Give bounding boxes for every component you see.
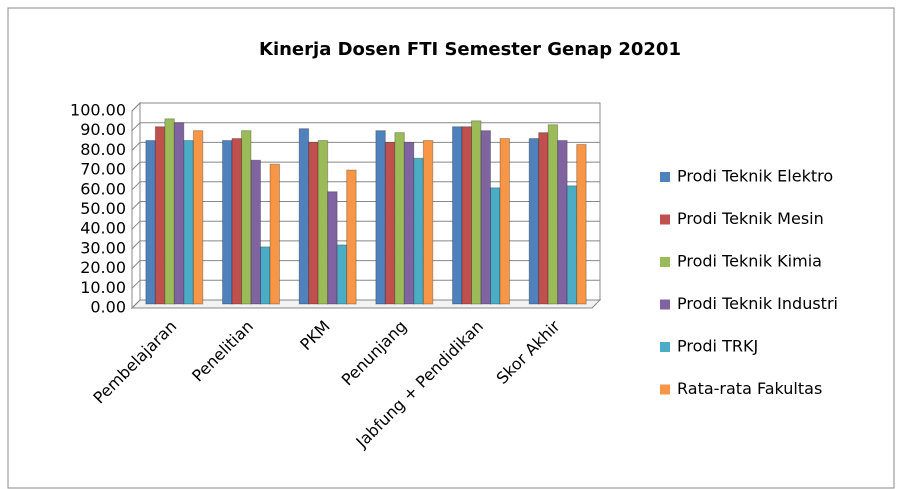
grid-line-side xyxy=(131,240,141,250)
legend-swatch xyxy=(660,342,670,352)
legend-label: Prodi Teknik Mesin xyxy=(677,209,824,228)
legend-label: Prodi TRKJ xyxy=(677,337,758,356)
bar xyxy=(164,118,175,305)
y-tick-label: 50.00 xyxy=(80,199,126,218)
bar xyxy=(403,141,415,305)
grid-line-side xyxy=(131,279,141,289)
y-tick-label: 20.00 xyxy=(80,258,126,277)
bar xyxy=(145,139,156,305)
bar xyxy=(222,139,233,305)
bar xyxy=(327,191,338,305)
bar xyxy=(471,120,482,305)
bar xyxy=(298,128,310,305)
bar xyxy=(250,159,261,305)
legend-label: Rata-rata Fakultas xyxy=(677,379,822,398)
legend-label: Prodi Teknik Industri xyxy=(677,294,838,313)
bar xyxy=(480,130,491,305)
bar xyxy=(413,157,424,305)
y-tick-label: 30.00 xyxy=(80,238,126,257)
legend-swatch xyxy=(660,172,670,182)
bar xyxy=(547,124,559,305)
y-tick-label: 80.00 xyxy=(80,140,126,159)
legend-swatch xyxy=(660,299,670,310)
grid-line-side xyxy=(131,102,141,112)
y-tick-label: 60.00 xyxy=(80,179,126,198)
bar xyxy=(346,169,357,305)
chart-title: Kinerja Dosen FTI Semester Genap 20201 xyxy=(259,39,681,60)
y-tick-label: 100.00 xyxy=(70,101,126,120)
bar xyxy=(173,122,185,305)
bar xyxy=(192,130,204,305)
y-tick-label: 40.00 xyxy=(80,219,126,238)
bar xyxy=(231,138,242,305)
bar xyxy=(538,132,549,305)
y-tick-label: 0.00 xyxy=(90,298,126,317)
bar xyxy=(308,141,319,305)
grid-line-side xyxy=(131,142,141,151)
bar xyxy=(260,246,271,305)
grid-line-side xyxy=(131,299,141,309)
y-tick-label: 90.00 xyxy=(80,120,126,139)
grid-line-side xyxy=(131,260,141,269)
bar xyxy=(461,126,472,305)
bar xyxy=(375,130,386,305)
grid-line-side xyxy=(131,181,141,191)
bar xyxy=(452,126,463,305)
bar xyxy=(490,187,501,305)
legend-swatch xyxy=(660,384,670,395)
legend-label: Prodi Teknik Kimia xyxy=(677,252,822,271)
bar xyxy=(394,132,405,305)
grid-line-side xyxy=(131,161,141,171)
bar xyxy=(269,163,280,305)
bar xyxy=(384,141,396,305)
bar xyxy=(154,126,166,305)
y-tick-label: 10.00 xyxy=(80,278,126,297)
legend-swatch xyxy=(660,214,670,225)
bar xyxy=(576,143,587,305)
bar xyxy=(557,139,568,305)
bar xyxy=(566,185,578,305)
bar xyxy=(241,130,252,305)
bar xyxy=(183,139,194,305)
bar xyxy=(528,138,540,305)
bar xyxy=(422,139,434,305)
y-tick-label: 70.00 xyxy=(80,160,126,179)
bar xyxy=(317,139,329,305)
grid-line-side xyxy=(131,220,141,230)
legend-swatch xyxy=(660,257,670,267)
grid-line-side xyxy=(131,122,141,132)
grid-line-side xyxy=(131,201,141,210)
bar xyxy=(336,244,348,305)
bar xyxy=(499,138,510,305)
legend-label: Prodi Teknik Elektro xyxy=(677,167,833,186)
